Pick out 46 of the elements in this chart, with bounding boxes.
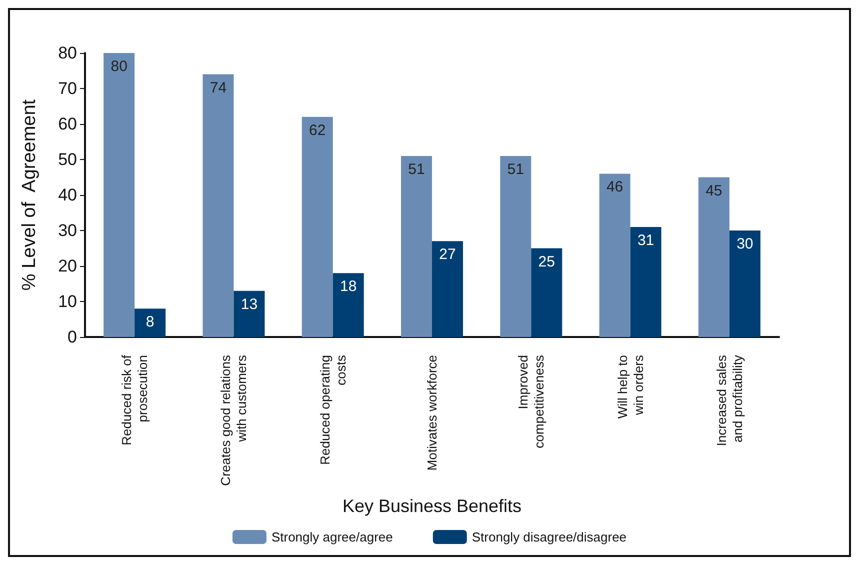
- data-label: 80: [110, 58, 128, 75]
- bar: [531, 248, 562, 337]
- data-label: 62: [309, 122, 326, 139]
- data-label: 45: [706, 182, 722, 200]
- bar: [599, 174, 630, 337]
- x-tick-label: Motivates workforce: [424, 355, 440, 471]
- bar: [202, 74, 234, 337]
- x-tick-label: Improved competitiveness: [516, 354, 547, 448]
- bar: [302, 116, 333, 337]
- data-label: 31: [637, 232, 654, 249]
- y-axis-title: % Level of Agreement: [19, 98, 40, 291]
- bar: [630, 226, 662, 337]
- data-label: 51: [408, 160, 425, 178]
- data-label: 74: [210, 79, 227, 96]
- x-tick-label: Reduced risk of prosecution: [119, 354, 150, 446]
- data-label: 30: [736, 236, 754, 252]
- y-tick-label: 0: [68, 328, 77, 346]
- bar: [332, 273, 364, 337]
- bar: [432, 241, 463, 337]
- data-label: 25: [538, 253, 555, 270]
- y-tick-label: 10: [58, 292, 77, 311]
- bar: [401, 156, 432, 337]
- y-tick-label: 50: [58, 150, 77, 169]
- y-tick-label: 70: [58, 79, 77, 98]
- data-label: 13: [240, 296, 258, 313]
- data-label: 51: [507, 160, 524, 178]
- bar: [234, 290, 265, 337]
- data-label: 8: [146, 314, 154, 331]
- data-label: 46: [606, 178, 624, 196]
- bar: [134, 308, 166, 337]
- y-tick-label: 30: [58, 221, 77, 240]
- x-axis-title: Key Business Benefits: [342, 496, 522, 516]
- x-tick-label: Reduced operating costs: [317, 354, 348, 465]
- x-tick-label: Will help to win orders: [614, 354, 646, 419]
- legend-label: Strongly disagree/disagree: [472, 530, 627, 544]
- data-label: 27: [439, 246, 456, 264]
- y-tick-label: 60: [58, 114, 77, 134]
- bar: [104, 53, 135, 337]
- bar: [729, 230, 760, 337]
- y-tick-label: 40: [58, 186, 77, 204]
- legend-label: Strongly agree/agree: [271, 530, 393, 544]
- bar: [500, 156, 532, 337]
- bar: [698, 177, 730, 337]
- data-label: 18: [340, 278, 357, 296]
- y-tick-label: 20: [58, 256, 77, 276]
- y-tick-label: 80: [58, 44, 77, 62]
